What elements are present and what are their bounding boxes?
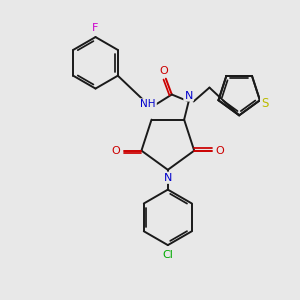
Text: NH: NH (140, 99, 156, 110)
Text: N: N (164, 173, 172, 183)
Text: N: N (184, 91, 193, 100)
Text: O: O (111, 146, 120, 156)
Text: O: O (216, 146, 224, 156)
Text: S: S (261, 97, 268, 110)
Text: O: O (160, 66, 168, 76)
Text: F: F (92, 23, 99, 33)
Text: Cl: Cl (162, 250, 173, 260)
